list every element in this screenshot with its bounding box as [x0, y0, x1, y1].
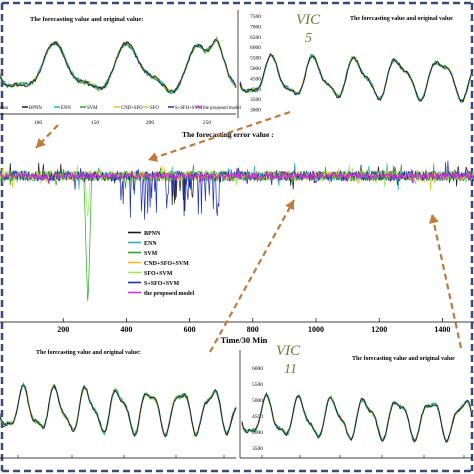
arrow-head [36, 138, 46, 148]
legend-entry: ENN [61, 106, 71, 111]
panel-bottom-right: 6000 5500 5000 4500 4000 3500 The forecasting… [239, 343, 473, 459]
x-tick-label: 200 [146, 120, 155, 126]
series-line [0, 38, 237, 94]
legend-entry: SFO [150, 106, 159, 111]
legend-entry: SVM [87, 106, 98, 111]
vic-11-label-line2: 11 [284, 362, 297, 377]
connector-arrows [35, 110, 463, 353]
dashed-arrow-line [430, 213, 463, 349]
panel-middle-legend: BPNN ENN SVM CND+SFO+SVM SFO+SVM S+SFO+SVM the… [128, 231, 195, 297]
y-tick-label: 5500 [250, 56, 261, 62]
panel-bottom-left-lines [0, 381, 237, 439]
y-tick-label: 5000 [250, 66, 261, 72]
x-tick-label: 200 [57, 325, 69, 334]
panel-top-left-title: The forecasting value and original value… [30, 16, 143, 23]
series-line [0, 36, 237, 95]
y-tick-label: 6500 [250, 35, 261, 41]
dashed-arrow-line [35, 124, 59, 149]
error-series-line [0, 164, 474, 217]
x-tick-label: 600 [184, 325, 196, 334]
legend-entry: BPNN [29, 106, 42, 111]
panel-top-left: The forecasting value and original value… [0, 16, 242, 126]
panel-bottom-right-title: The forecasting value and original value [352, 356, 455, 362]
y-tick-label: 7000 [250, 24, 261, 30]
legend-entry: BPNN [144, 231, 161, 237]
x-tick-label: 1200 [371, 325, 387, 334]
y-tick-label: 5500 [252, 382, 263, 388]
x-tick-label: 150 [91, 120, 100, 126]
y-tick-label: 6000 [252, 366, 263, 372]
panel-top-right: 7500700065006000550050004500400035003000… [237, 10, 473, 118]
series-line [0, 384, 237, 438]
panel-top-left-x-ticks: 100 150 200 250 [34, 120, 212, 126]
series-line [0, 381, 237, 438]
y-tick-label: 4500 [252, 414, 263, 420]
vic-5-label-line2: 5 [305, 31, 312, 46]
panel-bottom-right-lines [241, 392, 473, 444]
panel-middle-x-label: Time/30 Min [221, 335, 268, 345]
y-tick-label: 3500 [250, 97, 261, 103]
y-tick-label: 3500 [252, 446, 263, 452]
y-tick-label: 6000 [250, 45, 261, 51]
arrow-head [285, 200, 294, 211]
legend-entry: the proposed model [144, 291, 195, 297]
panel-bottom-right-x-ticks [261, 455, 465, 458]
x-tick-label: 1400 [434, 325, 450, 334]
legend-entry: data [0, 106, 9, 111]
panel-middle-x-ticks: 200 400 600 800 1000 1200 1400 [57, 318, 450, 334]
arrow-head [148, 152, 159, 162]
panel-middle-title: The forecasting error value : [182, 130, 274, 139]
panel-top-right-lines [239, 52, 473, 104]
panel-bottom-left-x-ticks [17, 455, 225, 458]
y-tick-label: 3000 [250, 108, 261, 114]
panel-bottom-left: The forecasting value and original value… [0, 350, 237, 459]
y-tick-label: 5000 [252, 398, 263, 404]
error-series-line [0, 164, 474, 301]
vic-5-label-line1: VIC [296, 12, 321, 28]
x-tick-label: 800 [247, 325, 259, 334]
panel-top-left-legend: data BPNN ENN SVM CND+SFO SFO S+SFO+SVM the pro… [0, 106, 242, 111]
dashed-arrow-line [209, 199, 295, 353]
error-series-line [0, 169, 474, 184]
series-line [239, 53, 473, 103]
panel-top-left-lines [0, 36, 237, 95]
legend-entry: CND+SFO+SVM [144, 261, 189, 267]
vic-11-label-line1: VIC [276, 343, 301, 359]
x-tick-label: 100 [34, 120, 43, 126]
arrow-head [429, 214, 439, 224]
y-tick-label: 7500 [250, 14, 261, 20]
panel-top-right-title: The forecasting value and original value [350, 16, 453, 22]
error-series-line [0, 160, 474, 220]
legend-entry: S+SFO+SVM [175, 106, 203, 111]
panel-middle-lines [0, 160, 474, 301]
x-tick-label: 250 [203, 120, 212, 126]
y-tick-label: 4000 [252, 430, 263, 436]
x-tick-label: 1000 [308, 325, 324, 334]
legend-entry: CND+SFO [121, 106, 143, 111]
x-tick-label: 400 [120, 325, 132, 334]
legend-entry: the proposed model [203, 106, 242, 111]
legend-entry: SFO+SVM [144, 271, 173, 277]
legend-entry: ENN [144, 241, 157, 247]
legend-entry: SVM [144, 251, 158, 257]
panel-middle: The forecasting error value : 200 400 600 8… [0, 130, 474, 345]
series-line [241, 392, 473, 444]
y-tick-label: 4500 [250, 76, 261, 82]
dashed-arrow-line [147, 110, 291, 162]
series-line [0, 38, 237, 94]
panel-bottom-right-y-ticks: 6000 5500 5000 4500 4000 3500 [252, 366, 263, 452]
legend-entry: S+SFO+SVM [144, 281, 180, 287]
panel-bottom-left-title: The forecasting value and original value… [36, 350, 141, 356]
